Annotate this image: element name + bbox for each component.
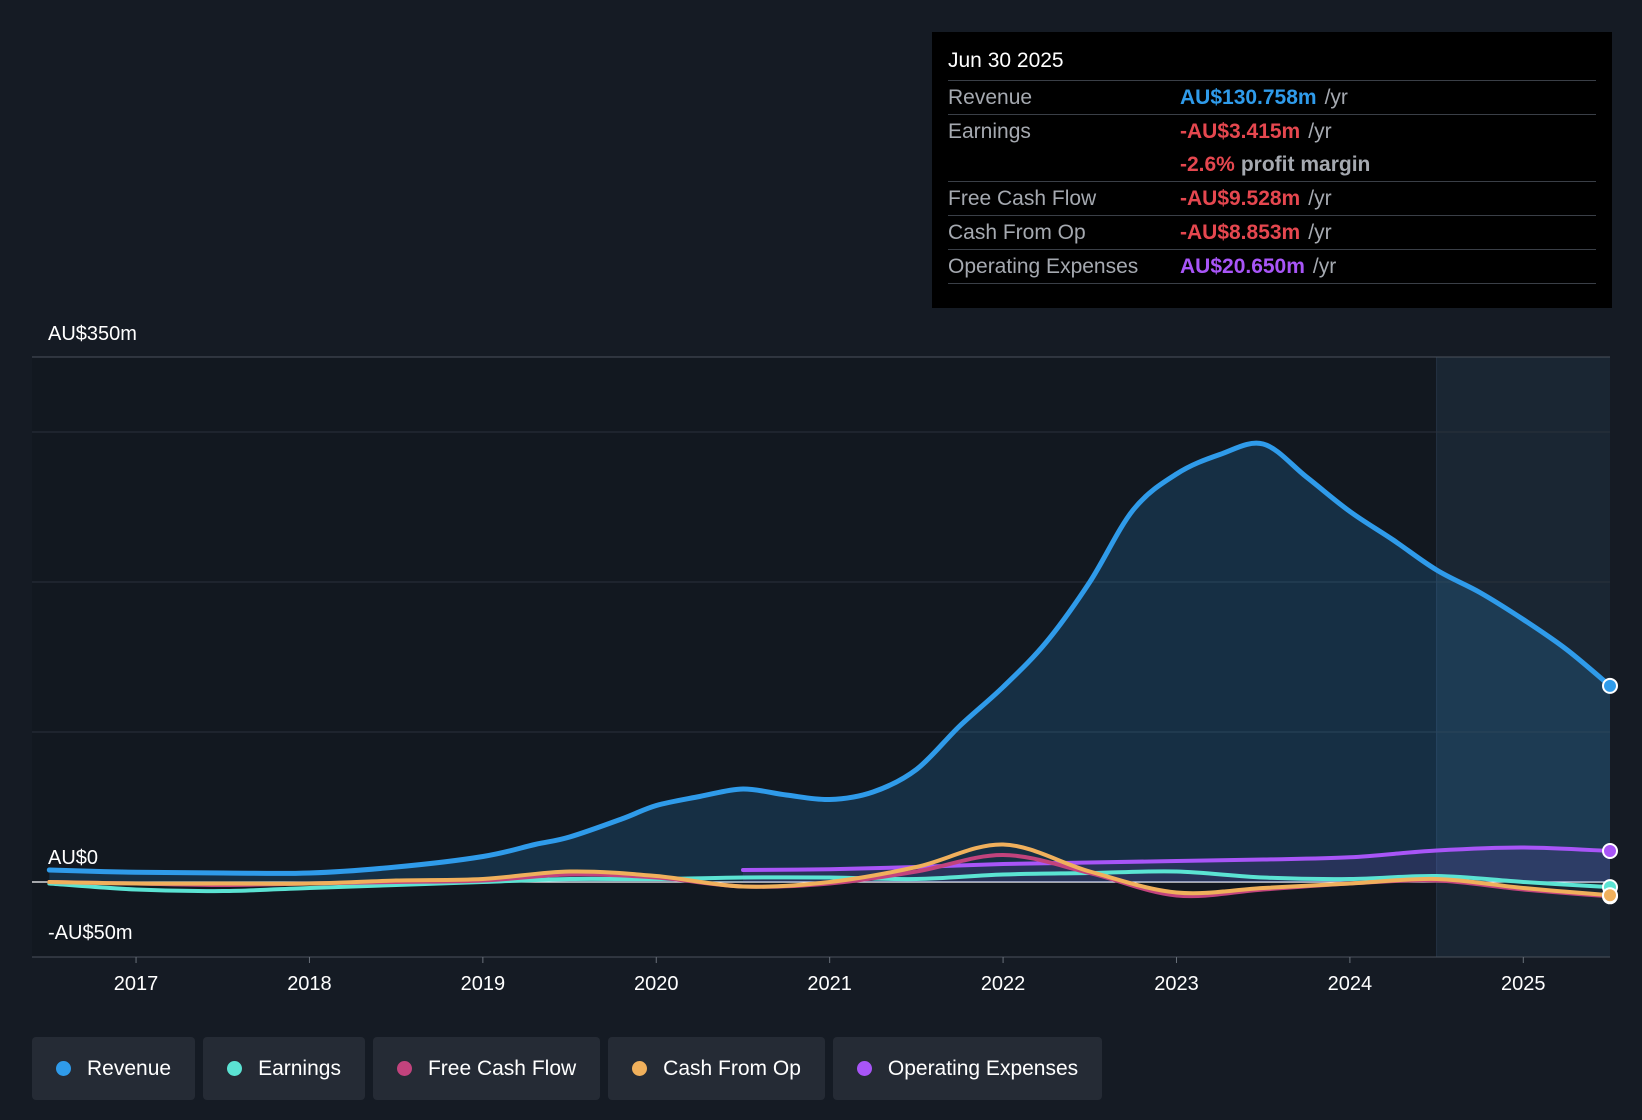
x-tick-label: 2017 bbox=[114, 973, 159, 995]
data-tooltip: Jun 30 2025 Revenue AU$130.758m /yr Earn… bbox=[932, 32, 1612, 308]
legend-item-free-cash-flow[interactable]: Free Cash Flow bbox=[372, 1037, 601, 1100]
tooltip-row-operating-expenses: Operating Expenses AU$20.650m /yr bbox=[948, 250, 1596, 284]
tooltip-label: Free Cash Flow bbox=[948, 187, 1097, 210]
y-label-top: AU$350m bbox=[48, 323, 137, 345]
tooltip-date: Jun 30 2025 bbox=[948, 46, 1596, 81]
legend-label: Free Cash Flow bbox=[427, 1056, 577, 1080]
y-label-bottom: -AU$50m bbox=[48, 922, 132, 944]
tooltip-row-cash-from-op: Cash From Op -AU$8.853m /yr bbox=[948, 216, 1596, 250]
operating-expenses-dot-icon bbox=[856, 1061, 872, 1076]
tooltip-unit: /yr bbox=[1324, 86, 1348, 109]
legend-label: Revenue bbox=[87, 1056, 172, 1080]
x-tick-label: 2025 bbox=[1501, 973, 1546, 995]
series-area-operating-expenses bbox=[743, 847, 1610, 882]
tooltip-unit: /yr bbox=[1308, 187, 1332, 210]
tooltip-label: Operating Expenses bbox=[948, 255, 1139, 278]
tooltip-unit: profit margin bbox=[1240, 153, 1371, 176]
legend-label: Cash From Op bbox=[663, 1056, 801, 1080]
x-tick-label: 2024 bbox=[1328, 973, 1373, 995]
end-marker-revenue bbox=[1602, 677, 1618, 694]
chart-legend: Revenue Earnings Free Cash Flow Cash Fro… bbox=[32, 1037, 1103, 1100]
free-cash-flow-dot-icon bbox=[396, 1061, 412, 1076]
end-marker-cash-from-op bbox=[1602, 887, 1618, 904]
tooltip-row-revenue: Revenue AU$130.758m /yr bbox=[948, 81, 1596, 115]
series-line-earnings bbox=[47, 869, 1612, 894]
cash-from-op-dot-icon bbox=[632, 1061, 648, 1076]
legend-item-cash-from-op[interactable]: Cash From Op bbox=[608, 1037, 825, 1100]
x-tick-label: 2020 bbox=[634, 973, 679, 995]
legend-item-revenue[interactable]: Revenue bbox=[32, 1037, 196, 1100]
legend-label: Operating Expenses bbox=[887, 1056, 1079, 1080]
tooltip-row-earnings: Earnings -AU$3.415m /yr bbox=[948, 115, 1596, 148]
forecast-panel bbox=[1436, 357, 1610, 957]
revenue-dot-icon bbox=[56, 1061, 71, 1076]
x-tick-label: 2018 bbox=[287, 973, 332, 995]
series-line-cash-from-op bbox=[47, 842, 1612, 898]
tooltip-row-free-cash-flow: Free Cash Flow -AU$9.528m /yr bbox=[948, 182, 1596, 216]
tooltip-unit: /yr bbox=[1308, 120, 1332, 143]
series-area-revenue bbox=[49, 443, 1610, 882]
tooltip-label: Earnings bbox=[948, 120, 1031, 143]
history-panel bbox=[32, 357, 1437, 957]
tooltip-label: Cash From Op bbox=[948, 221, 1086, 244]
tooltip-value: AU$20.650m bbox=[1180, 255, 1305, 278]
tooltip-unit: /yr bbox=[1312, 255, 1337, 278]
tooltip-value: -AU$3.415m bbox=[1180, 120, 1301, 143]
x-axis-ticks: 2017 2018 2019 2020 2021 2022 2023 2024 2025 bbox=[114, 957, 1546, 995]
x-tick-label: 2021 bbox=[807, 973, 852, 995]
earnings-dot-icon bbox=[227, 1061, 243, 1076]
tooltip-value: -2.6% bbox=[1180, 153, 1235, 176]
x-tick-label: 2023 bbox=[1154, 973, 1199, 995]
fill-layer bbox=[49, 443, 1610, 882]
legend-item-operating-expenses[interactable]: Operating Expenses bbox=[832, 1037, 1103, 1100]
series-line-operating-expenses bbox=[741, 845, 1612, 872]
end-marker-operating-expenses bbox=[1602, 843, 1618, 860]
marker-layer bbox=[1602, 677, 1618, 905]
y-label-zero: AU$0 bbox=[48, 847, 98, 869]
tooltip-value: -AU$9.528m bbox=[1180, 187, 1301, 210]
tooltip-label bbox=[948, 148, 1180, 181]
tooltip-value: AU$130.758m bbox=[1180, 86, 1317, 109]
tooltip-value: -AU$8.853m bbox=[1180, 221, 1301, 244]
tooltip-row-profit-margin: -2.6% profit margin bbox=[948, 148, 1596, 182]
legend-label: Earnings bbox=[258, 1056, 341, 1080]
tooltip-label: Revenue bbox=[948, 86, 1033, 109]
x-tick-label: 2022 bbox=[981, 973, 1026, 995]
tooltip-unit: /yr bbox=[1308, 221, 1332, 244]
legend-item-earnings[interactable]: Earnings bbox=[203, 1037, 365, 1100]
series-line-revenue bbox=[46, 440, 1613, 876]
x-tick-label: 2019 bbox=[461, 973, 506, 995]
line-layer bbox=[46, 440, 1613, 899]
